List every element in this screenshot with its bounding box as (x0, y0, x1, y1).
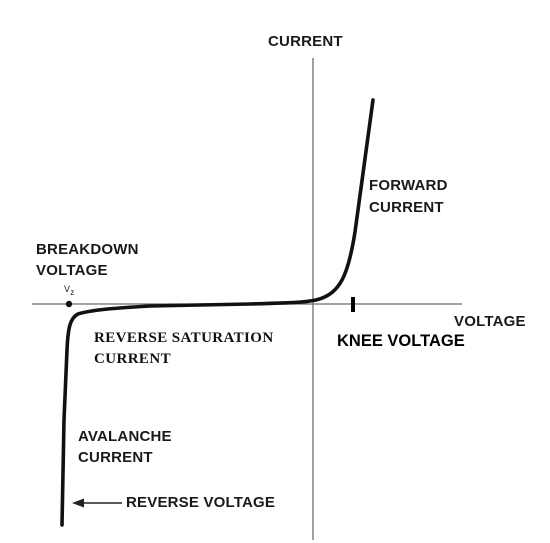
voltage-axis-label: VOLTAGE (454, 313, 526, 330)
diode-characteristic-curve (60, 98, 375, 527)
breakdown-voltage-dot (65, 300, 73, 308)
forward-current-label-line1: FORWARD (369, 177, 448, 194)
reverse-saturation-label-line1: REVERSE SATURATION (94, 330, 274, 346)
breakdown-voltage-label-line2: VOLTAGE (36, 262, 108, 279)
breakdown-symbol-subscript: z (70, 287, 75, 297)
knee-voltage-label: KNEE VOLTAGE (337, 332, 465, 350)
avalanche-current-label-line1: AVALANCHE (78, 428, 172, 445)
breakdown-voltage-label-line1: BREAKDOWN (36, 241, 139, 258)
breakdown-voltage-symbol: Vz (64, 283, 74, 299)
reverse-voltage-label: REVERSE VOLTAGE (126, 494, 276, 511)
current-axis-label: CURRENT (268, 33, 343, 50)
reverse-saturation-label-line2: CURRENT (94, 351, 171, 367)
knee-voltage-tick (351, 297, 355, 312)
reverse-voltage-arrow (72, 498, 122, 508)
forward-current-label-line2: CURRENT (369, 199, 444, 216)
breakdown-symbol-letter: V (64, 284, 71, 294)
avalanche-current-label-line2: CURRENT (78, 449, 153, 466)
